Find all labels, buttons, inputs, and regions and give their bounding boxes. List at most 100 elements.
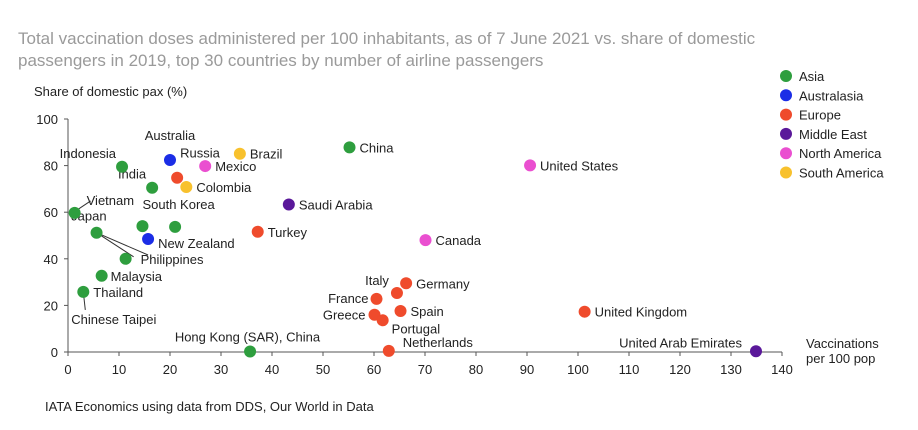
legend-marker-middle-east [780, 127, 792, 140]
point-label-australia: Australia [145, 128, 196, 143]
source-note: IATA Economics using data from DDS, Our … [45, 399, 375, 414]
data-point-turkey [251, 225, 264, 238]
data-point-portugal [376, 314, 389, 327]
point-label-france: France [328, 291, 368, 306]
y-tick-label: 40 [44, 252, 58, 267]
leader-line-new-zealand [96, 232, 149, 256]
legend-label-north-america: North America [799, 146, 882, 161]
point-label-china: China [360, 140, 395, 155]
y-tick-label: 60 [44, 205, 58, 220]
data-point-netherlands [382, 344, 395, 357]
point-label-saudi-arabia: Saudi Arabia [299, 198, 373, 213]
point-label-new-zealand: New Zealand [158, 236, 235, 251]
point-label-russia: Russia [180, 146, 221, 161]
data-point-malaysia [95, 269, 108, 282]
chart-title-line-2: passengers in 2019, top 30 countries by … [18, 51, 543, 70]
data-point-brazil [233, 147, 246, 160]
chart-title-line-1: Total vaccination doses administered per… [18, 29, 756, 48]
legend: Asia Australasia Europe Middle East North Am… [780, 69, 884, 181]
leader-line-philippines [96, 232, 134, 258]
point-label-colombia: Colombia [196, 180, 252, 195]
y-tick-label: 0 [51, 345, 58, 360]
point-label-malaysia: Malaysia [111, 269, 163, 284]
legend-marker-asia [780, 70, 792, 82]
legend-marker-north-america [780, 147, 792, 160]
y-tick-label: 20 [44, 298, 58, 313]
data-points [68, 141, 762, 358]
y-tick-label: 80 [44, 159, 58, 174]
point-label-thailand: Thailand [93, 285, 143, 300]
data-point-germany [400, 277, 413, 290]
y-axis-label: Share of domestic pax (%) [34, 84, 187, 99]
x-axis-label-line-2: per 100 pop [806, 351, 875, 366]
x-tick-label: 120 [669, 362, 691, 377]
data-point-unlabeled [169, 220, 182, 233]
data-point-south-korea [136, 220, 149, 233]
legend-marker-europe [780, 108, 792, 121]
x-tick-label: 60 [367, 362, 381, 377]
data-point-china [343, 141, 356, 154]
point-label-mexico: Mexico [215, 159, 256, 174]
data-point-canada [419, 234, 432, 247]
point-label-portugal: Portugal [392, 321, 441, 336]
x-tick-label: 40 [265, 362, 279, 377]
point-label-united-states: United States [540, 158, 619, 173]
legend-label-asia: Asia [799, 69, 825, 84]
x-tick-label: 100 [567, 362, 589, 377]
data-point-united-states [524, 159, 537, 172]
data-point-russia [171, 171, 184, 184]
data-point-united-arab-emirates [749, 345, 762, 358]
x-tick-label: 90 [520, 362, 534, 377]
point-label-turkey: Turkey [268, 225, 308, 240]
data-point-spain [394, 304, 407, 317]
x-tick-label: 50 [316, 362, 330, 377]
point-label-spain: Spain [411, 304, 444, 319]
data-point-philippines [119, 252, 132, 265]
point-label-hong-kong-sar-china: Hong Kong (SAR), China [175, 330, 321, 345]
legend-label-middle-east: Middle East [799, 127, 867, 142]
x-tick-label: 10 [112, 362, 126, 377]
point-label-canada: Canada [436, 233, 482, 248]
data-point-mexico [199, 160, 212, 173]
data-point-united-kingdom [578, 305, 591, 318]
legend-label-europe: Europe [799, 108, 841, 123]
data-point-thailand [77, 285, 90, 298]
point-label-south-korea: South Korea [142, 197, 215, 212]
data-point-new-zealand [142, 232, 155, 245]
point-label-chinese-taipei: Chinese Taipei [71, 312, 156, 327]
data-point-saudi-arabia [282, 198, 295, 211]
point-label-united-kingdom: United Kingdom [595, 305, 688, 320]
legend-label-australasia: Australasia [799, 88, 864, 103]
x-tick-label: 140 [771, 362, 793, 377]
point-label-greece: Greece [323, 308, 366, 323]
point-label-vietnam: Vietnam [87, 193, 134, 208]
point-label-indonesia: Indonesia [60, 146, 117, 161]
x-tick-label: 20 [163, 362, 177, 377]
point-label-brazil: Brazil [250, 147, 283, 162]
data-point-vietnam [68, 206, 81, 219]
data-point-italy [390, 287, 403, 300]
point-label-united-arab-emirates: United Arab Emirates [619, 335, 742, 350]
legend-marker-south-america [780, 166, 792, 179]
data-point-india [146, 181, 159, 194]
point-label-philippines: Philippines [141, 252, 204, 267]
data-point-colombia [180, 181, 193, 194]
legend-label-south-america: South America [799, 166, 884, 181]
x-tick-label: 30 [214, 362, 228, 377]
point-label-italy: Italy [365, 273, 389, 288]
data-point-france [370, 292, 383, 305]
data-point-hong-kong-sar-china [244, 345, 257, 358]
point-label-netherlands: Netherlands [403, 335, 474, 350]
chart-title: Total vaccination doses administered per… [18, 29, 756, 70]
x-tick-label: 110 [619, 362, 640, 377]
data-point-japan [90, 226, 103, 239]
axes: 0 10 20 30 40 50 60 70 80 90 100 110 120 130 140 0 20 40 6… [36, 112, 793, 377]
x-axis-label-line-1: Vaccinations [806, 336, 879, 351]
legend-marker-australasia [780, 89, 792, 102]
x-tick-label: 130 [720, 362, 742, 377]
leader-line-vietnam [78, 200, 91, 210]
x-tick-label: 0 [64, 362, 71, 377]
x-tick-label: 70 [418, 362, 432, 377]
